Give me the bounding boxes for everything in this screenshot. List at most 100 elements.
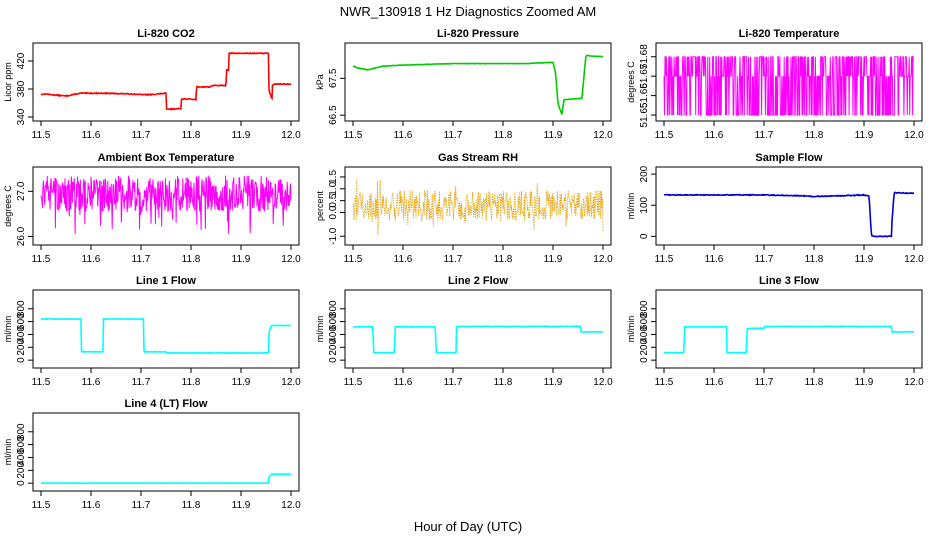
- panel-title: Ambient Box Temperature: [98, 152, 235, 164]
- panel-title: Li-820 Pressure: [437, 28, 519, 40]
- y-tick-label: 51.67: [639, 63, 650, 88]
- x-tick-label: 11.5: [344, 254, 363, 265]
- series-points: [352, 178, 604, 235]
- y-tick-label: 380: [16, 80, 27, 97]
- plot-frame: [32, 42, 300, 122]
- y-tick-label: 600: [16, 313, 27, 330]
- y-axis-label: degrees C: [3, 185, 13, 227]
- y-tick-label: 67.5: [328, 68, 339, 88]
- x-tick-label: 11.6: [705, 130, 724, 141]
- y-tick-label: 600: [16, 436, 27, 453]
- x-tick-label: 12.0: [904, 130, 924, 141]
- y-tick-label: 200: [328, 339, 339, 356]
- y-axis-label: ml/min: [3, 316, 13, 343]
- x-tick-label: 11.5: [32, 130, 51, 141]
- panel-title: Line 3 Flow: [759, 275, 819, 287]
- x-tick-label: 11.5: [344, 377, 363, 388]
- x-tick-label: 11.7: [755, 254, 774, 265]
- series-line: [40, 473, 291, 485]
- y-tick-label: 0: [639, 357, 650, 363]
- x-tick-label: 11.6: [82, 130, 101, 141]
- x-tick-label: 11.5: [655, 130, 674, 141]
- y-tick-label: 800: [639, 300, 650, 317]
- series-line: [40, 317, 292, 355]
- x-tick-label: 12.0: [593, 254, 613, 265]
- x-tick-label: 11.7: [132, 377, 151, 388]
- chart-panel-line-3-flow: Line 3 Flow ml/min 11.5 11.6 11.7 11.8 11.9 12.…: [626, 275, 924, 388]
- y-tick-label: 600: [328, 313, 339, 330]
- panel-title: Li-820 Temperature: [739, 28, 840, 40]
- x-tick-label: 12.0: [904, 254, 924, 265]
- panel-title: Gas Stream RH: [438, 152, 518, 164]
- x-tick-label: 11.8: [182, 377, 201, 388]
- figure-xlabel: Hour of Day (UTC): [414, 519, 522, 534]
- y-tick-label: 0: [328, 357, 339, 363]
- panel-title: Sample Flow: [755, 152, 823, 164]
- x-tick-label: 11.6: [394, 130, 413, 141]
- x-tick-label: 11.8: [494, 130, 513, 141]
- x-tick-label: 12.0: [281, 377, 301, 388]
- chart-panel-line-2-flow: Line 2 Flow ml/min 11.5 11.6 11.7 11.8 11.9 12.…: [315, 275, 613, 388]
- plot-frame: [344, 166, 612, 246]
- x-tick-label: 11.8: [182, 500, 201, 511]
- series-trace: [663, 56, 914, 116]
- y-tick-label: 0: [16, 357, 27, 363]
- x-tick-label: 11.8: [805, 254, 824, 265]
- x-tick-label: 12.0: [281, 130, 301, 141]
- x-tick-label: 11.7: [755, 377, 774, 388]
- x-tick-label: 11.7: [132, 130, 151, 141]
- x-tick-label: 11.5: [32, 500, 51, 511]
- panel-title: Line 1 Flow: [136, 275, 196, 287]
- y-tick-label: 420: [16, 52, 27, 69]
- x-tick-label: 11.6: [394, 254, 413, 265]
- chart-panel-li-820-temperature: Li-820 Temperature degrees C 11.5 11.6 11.7 1…: [626, 28, 924, 141]
- chart-panel-li-820-pressure: Li-820 Pressure kPa 11.5 11.6 11.7 11.8 11.9 12…: [315, 28, 613, 141]
- series-line: [352, 325, 604, 354]
- y-tick-label: 340: [16, 108, 27, 125]
- series-line: [664, 325, 915, 354]
- x-tick-label: 11.8: [805, 130, 824, 141]
- series-trace: [40, 175, 292, 235]
- x-tick-label: 12.0: [281, 254, 301, 265]
- x-tick-label: 11.9: [544, 254, 563, 265]
- y-tick-label: 200: [16, 339, 27, 356]
- y-axis-label: ml/min: [315, 316, 325, 343]
- panel-title: Li-820 CO2: [137, 28, 194, 40]
- y-tick-label: 51.65: [639, 102, 650, 127]
- x-tick-label: 11.8: [805, 377, 824, 388]
- x-tick-label: 11.7: [755, 130, 774, 141]
- x-tick-label: 11.9: [232, 254, 251, 265]
- y-tick-label: 200: [639, 165, 650, 182]
- x-tick-label: 11.7: [132, 254, 151, 265]
- x-tick-label: 11.6: [394, 377, 413, 388]
- x-tick-label: 11.9: [544, 377, 563, 388]
- y-tick-label: 400: [16, 326, 27, 343]
- y-tick-label: 27.0: [16, 181, 27, 201]
- x-tick-label: 11.9: [855, 377, 874, 388]
- y-tick-label: 400: [328, 326, 339, 343]
- x-tick-label: 11.5: [32, 377, 51, 388]
- x-tick-label: 11.9: [232, 130, 251, 141]
- y-axis-label: Licor ppm: [3, 62, 13, 102]
- x-tick-label: 11.6: [82, 500, 101, 511]
- plot-frame: [344, 42, 612, 122]
- x-tick-label: 11.7: [444, 130, 463, 141]
- plot-frame: [655, 166, 923, 246]
- x-tick-label: 11.8: [494, 377, 513, 388]
- x-tick-label: 11.9: [855, 130, 874, 141]
- y-tick-label: 0.0: [328, 205, 339, 219]
- y-tick-label: 400: [16, 449, 27, 466]
- y-tick-label: 51.66: [639, 83, 650, 108]
- x-tick-label: 11.7: [132, 500, 151, 511]
- x-tick-label: 11.6: [82, 254, 101, 265]
- x-tick-label: 12.0: [904, 377, 924, 388]
- y-tick-label: 800: [16, 423, 27, 440]
- plot-frame: [655, 289, 923, 369]
- x-tick-label: 11.9: [232, 500, 251, 511]
- x-tick-label: 12.0: [593, 377, 613, 388]
- chart-panel-gas-stream-rh: Gas Stream RH percent 11.5 11.6 11.7 11.8 11.9…: [315, 152, 613, 265]
- y-tick-label: 600: [639, 313, 650, 330]
- x-tick-label: 11.5: [655, 377, 674, 388]
- plot-frame: [32, 289, 300, 369]
